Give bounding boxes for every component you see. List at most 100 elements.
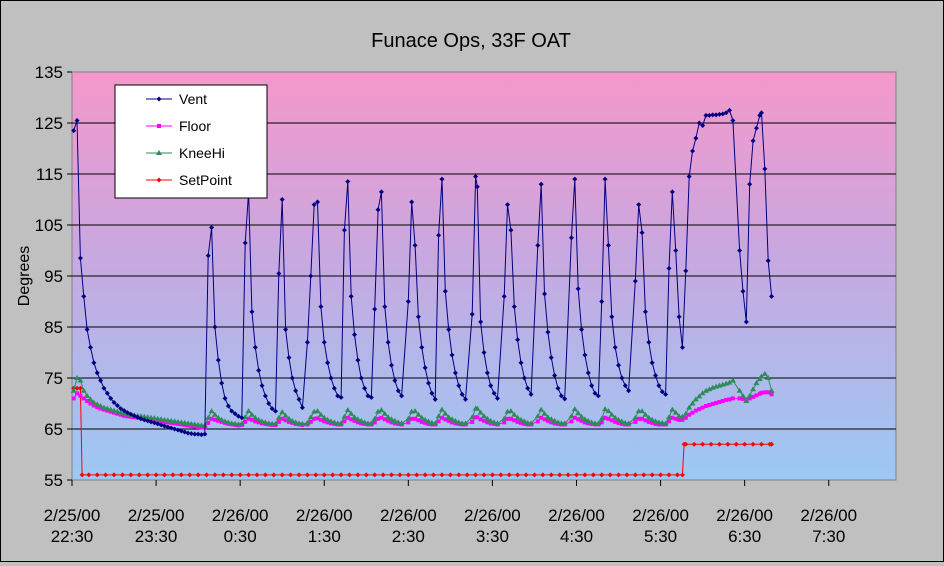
- data-point-kneehi: [245, 408, 252, 414]
- data-point-floor: [352, 418, 357, 423]
- data-point-kneehi: [238, 420, 245, 426]
- data-point-vent: [382, 304, 388, 310]
- data-point-vent: [642, 309, 648, 315]
- data-point-vent: [81, 293, 87, 299]
- data-point-floor: [569, 419, 574, 424]
- data-point-floor: [508, 416, 513, 421]
- data-point-kneehi: [117, 409, 124, 415]
- data-point-setpoint: [237, 472, 243, 478]
- data-point-kneehi: [672, 409, 679, 415]
- data-point-vent: [321, 339, 327, 345]
- data-point-vent: [392, 378, 398, 384]
- data-point-vent: [762, 166, 768, 172]
- data-point-setpoint: [212, 472, 218, 478]
- data-point-vent: [669, 189, 675, 195]
- data-point-vent: [202, 431, 208, 437]
- data-point-vent: [352, 332, 358, 338]
- data-point-setpoint: [405, 472, 411, 478]
- data-point-vent: [528, 391, 534, 397]
- data-point-vent: [436, 232, 442, 238]
- data-point-vent: [511, 304, 517, 310]
- data-point-setpoint: [674, 472, 680, 478]
- data-point-vent: [279, 197, 285, 202]
- data-point-kneehi: [514, 414, 521, 420]
- data-point-kneehi: [726, 379, 733, 385]
- data-point-kneehi: [262, 419, 269, 425]
- data-point-kneehi: [248, 411, 255, 417]
- data-point-floor: [609, 418, 614, 423]
- data-point-setpoint: [725, 441, 731, 447]
- data-point-floor: [189, 423, 194, 428]
- data-point-floor: [710, 402, 715, 407]
- y-axis-ticks: 55 65 75 85 95 105 115 125 135: [35, 63, 72, 490]
- data-point-kneehi: [481, 413, 487, 419]
- data-point-kneehi: [252, 414, 259, 420]
- legend-label-floor: Floor: [179, 118, 211, 134]
- x-tick-date: 2/26/00: [212, 506, 269, 525]
- data-point-kneehi: [395, 419, 402, 425]
- data-point-vent: [703, 112, 709, 118]
- data-point-kneehi: [371, 415, 378, 421]
- data-point-vent: [575, 286, 581, 292]
- data-point-floor: [382, 417, 387, 422]
- data-point-floor: [349, 417, 354, 422]
- data-point-floor: [122, 413, 127, 418]
- data-point-floor: [488, 421, 493, 426]
- data-point-setpoint: [103, 472, 109, 478]
- data-point-setpoint: [742, 441, 748, 447]
- data-point-vent: [491, 390, 497, 396]
- data-point-floor: [439, 415, 444, 420]
- data-point-floor: [192, 424, 197, 429]
- data-point-floor: [606, 416, 611, 421]
- x-tick-date: 2/25/00: [128, 506, 185, 525]
- data-point-vent: [723, 110, 729, 116]
- data-point-vent: [469, 311, 475, 317]
- data-point-kneehi: [692, 396, 699, 402]
- data-point-kneehi: [588, 419, 595, 425]
- x-tick-date: 2/26/00: [716, 506, 773, 525]
- data-point-setpoint: [590, 472, 596, 478]
- data-point-kneehi: [405, 415, 412, 421]
- data-point-floor: [730, 396, 735, 401]
- data-point-floor: [769, 392, 774, 397]
- data-point-floor: [552, 421, 557, 426]
- data-point-kneehi: [699, 390, 706, 396]
- data-point-floor: [539, 415, 544, 420]
- data-point-vent: [769, 293, 775, 299]
- data-point-vent: [750, 138, 756, 144]
- data-point-vent: [348, 293, 354, 299]
- data-point-kneehi: [285, 415, 292, 421]
- data-point-floor: [199, 425, 204, 430]
- data-point-floor: [159, 419, 164, 424]
- data-point-vent: [111, 399, 117, 405]
- data-point-kneehi: [218, 416, 225, 422]
- data-point-kneehi: [538, 406, 545, 412]
- chart-title: Funace Ops, 33F OAT: [371, 30, 571, 52]
- data-point-setpoint: [607, 472, 613, 478]
- data-point-kneehi: [259, 418, 266, 424]
- data-point-vent: [449, 352, 455, 358]
- data-point-vent: [266, 401, 272, 406]
- data-point-vent: [626, 388, 632, 394]
- data-point-vent: [747, 181, 753, 187]
- data-point-floor: [512, 418, 517, 423]
- data-point-kneehi: [686, 404, 693, 410]
- data-point-setpoint: [254, 472, 260, 478]
- y-tick-label: 65: [44, 420, 63, 439]
- data-point-setpoint: [573, 472, 579, 478]
- data-point-setpoint: [153, 472, 159, 478]
- data-point-kneehi: [605, 408, 612, 414]
- data-point-setpoint: [414, 472, 420, 478]
- data-point-kneehi: [521, 418, 528, 424]
- data-point-setpoint: [599, 472, 605, 478]
- data-point-vent: [104, 390, 110, 396]
- data-point-kneehi: [544, 414, 551, 420]
- data-point-vent: [639, 230, 645, 236]
- data-point-kneehi: [432, 420, 439, 426]
- data-point-vent: [619, 375, 625, 381]
- data-point-vent: [276, 270, 282, 276]
- data-point-vent: [239, 415, 245, 421]
- data-point-floor: [737, 396, 742, 401]
- data-point-floor: [518, 420, 523, 425]
- data-point-vent: [548, 355, 554, 361]
